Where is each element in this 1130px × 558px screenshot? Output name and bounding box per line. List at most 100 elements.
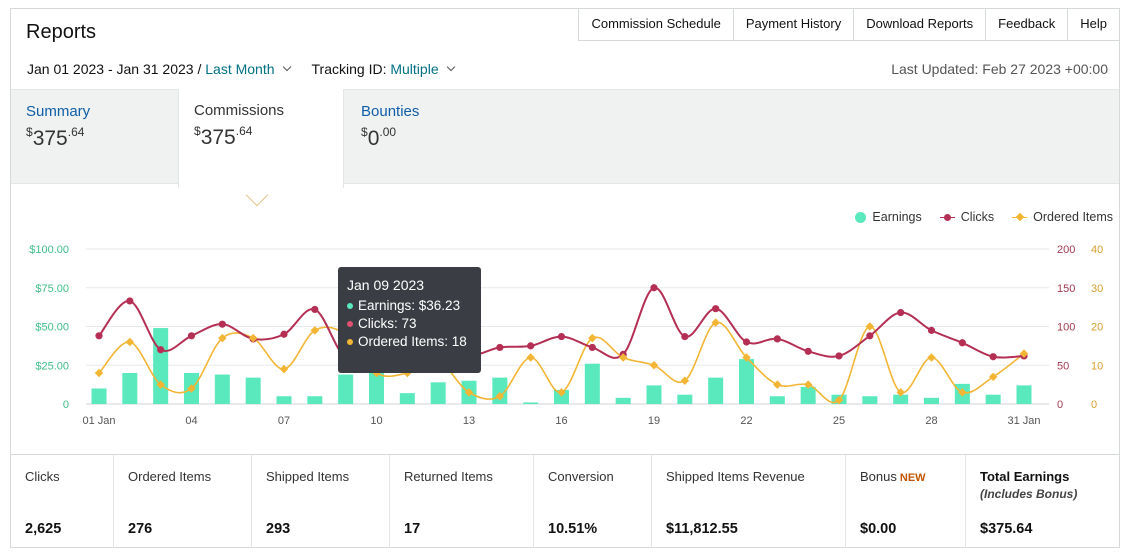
tooltip-earnings-row: Earnings: $36.23 xyxy=(347,298,481,313)
date-range-text: Jan 01 2023 - Jan 31 2023 / xyxy=(27,61,202,77)
legend-ordered-items[interactable]: Ordered Items xyxy=(1012,210,1113,224)
chart-legend: Earnings Clicks Ordered Items xyxy=(837,210,1113,224)
stat-returned-items: Returned Items 17 xyxy=(390,455,534,548)
tooltip-clicks-row: Clicks: 73 xyxy=(347,316,481,331)
tab-summary-label: Summary xyxy=(26,103,91,120)
ordered-items-point xyxy=(649,361,659,370)
clicks-point xyxy=(835,352,843,360)
ordered-items-point xyxy=(310,326,320,335)
ordered-items-point xyxy=(557,388,566,397)
ordered-items-point xyxy=(187,384,196,393)
chart-tooltip: Jan 09 2023 Earnings: $36.23 Clicks: 73 … xyxy=(338,267,481,373)
ordered-items-point xyxy=(988,372,998,382)
ordered-items-point xyxy=(464,388,474,397)
stat-value: $375.64 xyxy=(980,521,1033,537)
download-reports-button[interactable]: Download Reports xyxy=(853,9,986,40)
stat-shipped-items: Shipped Items 293 xyxy=(252,455,390,548)
ordered-items-point xyxy=(125,337,135,347)
earnings-bar xyxy=(122,373,138,404)
clicks-point xyxy=(157,346,165,354)
earnings-bar xyxy=(924,397,939,404)
tooltip-ordered-row: Ordered Items: 18 xyxy=(347,334,481,349)
y-right-ordered-tick-label: 30 xyxy=(1091,283,1103,295)
feedback-button[interactable]: Feedback xyxy=(985,9,1068,40)
stat-label: Shipped Items xyxy=(266,469,350,484)
ordered-items-point xyxy=(618,353,628,362)
y-left-tick-label: $25.00 xyxy=(35,360,69,372)
stat-conversion: Conversion 10.51% xyxy=(534,455,652,548)
period-dropdown[interactable]: Last Month xyxy=(205,61,275,77)
payment-history-button[interactable]: Payment History xyxy=(732,9,854,40)
clicks-point xyxy=(557,332,566,341)
stat-clicks: Clicks 2,625 xyxy=(11,455,114,548)
y-right-clicks-tick-label: 50 xyxy=(1057,360,1069,372)
legend-clicks-label: Clicks xyxy=(960,210,995,224)
tracking-id-dropdown[interactable]: Multiple xyxy=(390,61,439,77)
legend-earnings-label: Earnings xyxy=(872,210,922,224)
clicks-point xyxy=(804,347,812,355)
earnings-bar xyxy=(276,396,292,404)
reports-panel: Reports Commission Schedule Payment Hist… xyxy=(10,8,1120,548)
clicks-point xyxy=(866,332,874,340)
clicks-point xyxy=(496,343,504,352)
ordered-items-point xyxy=(711,318,720,327)
clicks-line xyxy=(98,286,1025,360)
filter-bar: Jan 01 2023 - Jan 31 2023 / Last Month T… xyxy=(27,61,462,77)
x-tick-label: 13 xyxy=(463,415,475,427)
earnings-swatch-icon xyxy=(855,211,867,223)
commission-schedule-button[interactable]: Commission Schedule xyxy=(579,9,733,40)
stat-total-earnings: Total Earnings (Includes Bonus) $375.64 xyxy=(966,455,1119,548)
x-tick-label: 22 xyxy=(740,415,752,427)
clicks-point xyxy=(280,330,288,338)
ordered-items-point xyxy=(742,353,751,362)
earnings-bar xyxy=(739,359,754,404)
ordered-items-point xyxy=(526,353,535,362)
page-title: Reports xyxy=(26,21,97,43)
tracking-id-label: Tracking ID: xyxy=(311,61,387,77)
x-tick-label: 19 xyxy=(648,415,660,427)
clicks-point xyxy=(958,339,966,347)
earnings-bar xyxy=(307,396,323,404)
earnings-bar xyxy=(214,374,230,404)
earnings-bar xyxy=(523,402,539,404)
y-right-ordered-tick-label: 10 xyxy=(1091,360,1103,372)
clicks-point xyxy=(927,326,936,334)
x-tick-label: 07 xyxy=(278,415,290,427)
x-tick-label: 31 Jan xyxy=(1007,415,1040,427)
clicks-point xyxy=(311,305,319,314)
clicks-point xyxy=(187,332,196,340)
ordered-items-point xyxy=(680,376,690,385)
legend-earnings[interactable]: Earnings xyxy=(855,210,922,224)
new-badge: NEW xyxy=(899,472,926,484)
earnings-bar xyxy=(769,396,785,404)
x-tick-label: 28 xyxy=(925,415,937,427)
earnings-bar xyxy=(430,382,446,404)
clicks-point xyxy=(95,332,103,340)
legend-ordered-items-label: Ordered Items xyxy=(1033,210,1113,224)
stat-value: $11,812.55 xyxy=(666,521,738,537)
clicks-point xyxy=(126,297,134,305)
help-button[interactable]: Help xyxy=(1067,9,1119,40)
ordered-items-point xyxy=(218,333,227,343)
clicks-point xyxy=(897,308,905,317)
stat-label: Conversion xyxy=(548,469,614,484)
tab-bounties[interactable]: Bounties $0.00 xyxy=(346,90,506,185)
ordered-items-point xyxy=(803,380,813,389)
ordered-items-point xyxy=(773,380,782,389)
ordered-items-point xyxy=(156,380,165,389)
tab-summary[interactable]: Summary $375.64 xyxy=(11,90,179,185)
stat-label: Shipped Items Revenue xyxy=(666,469,805,484)
tab-commissions-amount: $375.64 xyxy=(194,124,253,149)
x-tick-label: 25 xyxy=(833,415,845,427)
earnings-bar xyxy=(338,374,354,404)
earnings-bar xyxy=(646,385,662,404)
tab-commissions[interactable]: Commissions $375.64 xyxy=(178,89,344,188)
ordered-items-point xyxy=(958,388,967,397)
y-left-tick-label: 0 xyxy=(63,399,69,411)
stat-label: Ordered Items xyxy=(128,469,212,484)
stat-value: 293 xyxy=(266,521,291,537)
ordered-items-swatch-icon xyxy=(1012,212,1028,223)
y-left-tick-label: $100.00 xyxy=(29,244,69,256)
legend-clicks[interactable]: Clicks xyxy=(939,210,995,224)
stat-label: Clicks xyxy=(25,469,60,484)
